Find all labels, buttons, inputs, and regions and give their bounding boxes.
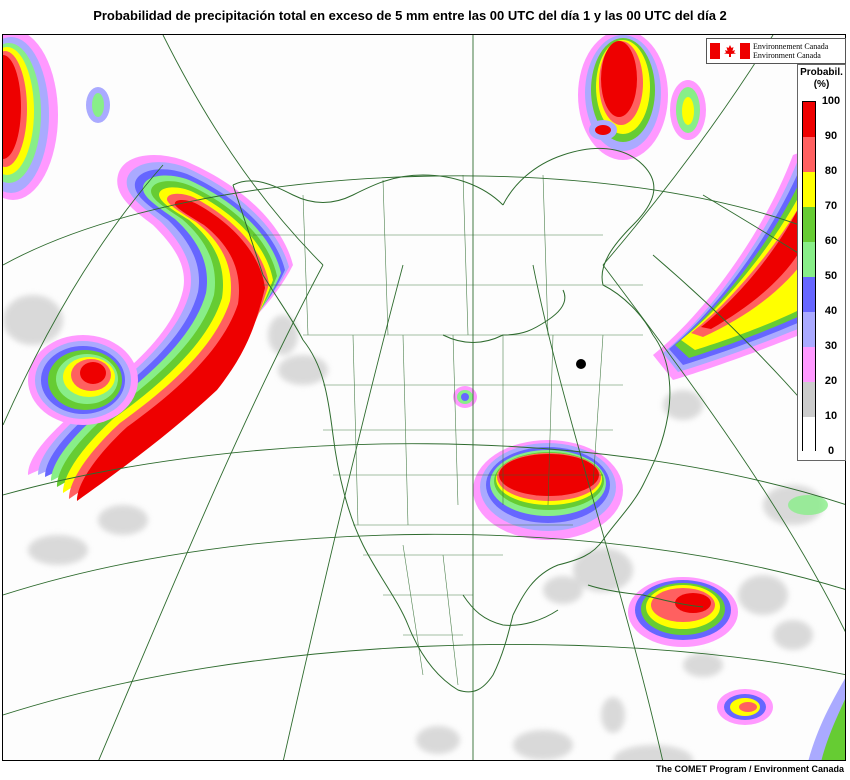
coastlines bbox=[232, 147, 704, 693]
legend-title: Probabil. (%) bbox=[798, 67, 845, 91]
probability-blob-caribbean bbox=[628, 495, 845, 760]
probability-blob-northwest bbox=[3, 35, 58, 200]
legend-color-segment bbox=[803, 242, 815, 277]
chart-title: Probabilidad de precipitación total en e… bbox=[93, 8, 727, 23]
credit-footer: The COMET Program / Environment Canada bbox=[655, 764, 844, 774]
legend-tick-label: 90 bbox=[824, 130, 838, 142]
environment-canada-logo: Environnement Canada Environment Canada bbox=[706, 38, 846, 64]
legend-tick-label: 60 bbox=[824, 235, 838, 247]
legend-color-segment bbox=[803, 347, 815, 382]
legend-title-line1: Probabil. bbox=[800, 67, 843, 78]
logo-text-french: Environnement Canada bbox=[753, 42, 829, 51]
legend-color-segment bbox=[803, 172, 815, 207]
legend-color-segment bbox=[803, 417, 815, 452]
canada-flag-icon bbox=[710, 43, 750, 59]
legend-tick-label: 70 bbox=[824, 200, 838, 212]
logo-text-english: Environment Canada bbox=[753, 51, 821, 60]
probability-blob-nebraska bbox=[453, 386, 477, 408]
graticule bbox=[3, 35, 845, 760]
legend-color-segment bbox=[803, 137, 815, 172]
legend-tick-label: 20 bbox=[824, 375, 838, 387]
legend-color-segment bbox=[803, 207, 815, 242]
legend-color-segment bbox=[803, 102, 815, 137]
probability-map bbox=[2, 34, 846, 761]
legend-tick-label: 30 bbox=[824, 340, 838, 352]
probability-blob-davis-strait bbox=[86, 35, 706, 160]
legend-tick-label: 50 bbox=[824, 270, 838, 282]
legend-color-bar bbox=[802, 101, 816, 452]
probability-legend: Probabil. (%) 100 90 80 70 60 50 40 30 20 10 0 bbox=[797, 64, 846, 461]
legend-tick-label: 80 bbox=[824, 165, 838, 177]
probability-band-pacific-coast bbox=[28, 155, 293, 501]
probability-blob-pacific bbox=[28, 335, 138, 425]
political-borders bbox=[253, 174, 643, 686]
legend-color-segment bbox=[803, 382, 815, 417]
legend-color-segment bbox=[803, 277, 815, 312]
legend-title-line2: (%) bbox=[813, 79, 830, 90]
legend-tick-label: 100 bbox=[821, 95, 841, 107]
location-marker bbox=[576, 359, 586, 369]
legend-tick-label: 40 bbox=[824, 305, 838, 317]
legend-tick-label: 0 bbox=[827, 445, 835, 457]
legend-color-segment bbox=[803, 312, 815, 347]
map-canvas bbox=[3, 35, 845, 760]
legend-tick-label: 10 bbox=[824, 410, 838, 422]
